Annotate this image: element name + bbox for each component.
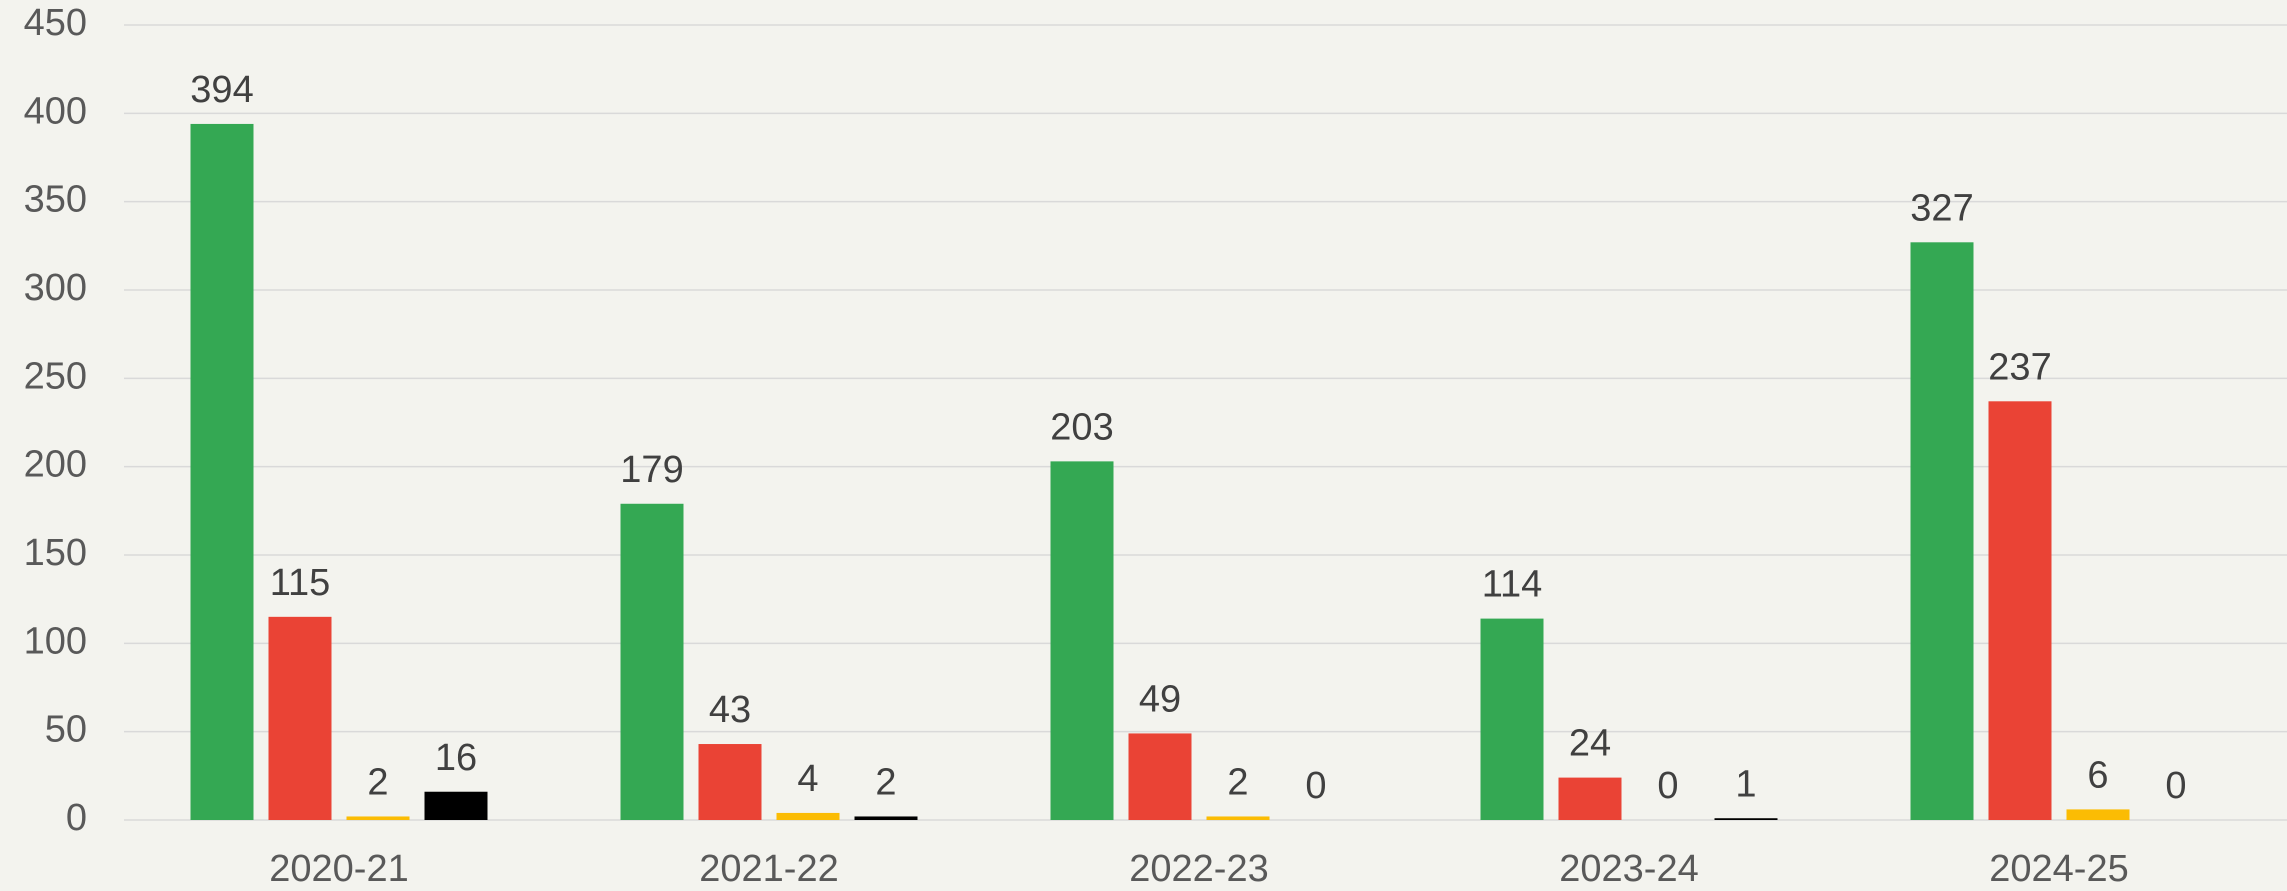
data-label: 2 <box>1227 761 1248 803</box>
bar <box>1051 461 1114 820</box>
data-label: 49 <box>1139 678 1181 720</box>
bar <box>1911 242 1974 820</box>
x-tick-label: 2023-24 <box>1559 848 1698 890</box>
data-label: 179 <box>620 449 683 491</box>
data-label: 2 <box>367 761 388 803</box>
bar <box>1129 733 1192 820</box>
bar <box>1559 778 1622 820</box>
data-label: 1 <box>1735 763 1756 805</box>
y-tick-label: 300 <box>24 267 87 309</box>
data-label: 0 <box>1305 765 1326 807</box>
data-label: 16 <box>435 737 477 779</box>
bar <box>699 744 762 820</box>
bar <box>269 617 332 820</box>
data-label: 43 <box>709 689 751 731</box>
y-tick-label: 200 <box>24 444 87 486</box>
x-tick-label: 2021-22 <box>699 848 838 890</box>
chart: 0501001502002503003504004502020-21394115… <box>0 0 2287 891</box>
data-label: 2 <box>875 761 896 803</box>
bar <box>2067 809 2130 820</box>
data-label: 4 <box>797 758 818 800</box>
y-tick-label: 400 <box>24 90 87 132</box>
data-label: 114 <box>1482 564 1543 606</box>
bar <box>777 813 840 820</box>
y-tick-label: 100 <box>24 620 87 662</box>
y-tick-label: 350 <box>24 179 87 221</box>
y-tick-label: 0 <box>66 797 87 839</box>
bar <box>425 792 488 820</box>
x-tick-label: 2024-25 <box>1989 848 2128 890</box>
data-label: 203 <box>1050 406 1113 448</box>
data-label: 115 <box>270 562 331 604</box>
y-tick-label: 150 <box>24 532 87 574</box>
x-tick-label: 2020-21 <box>269 848 408 890</box>
y-tick-label: 450 <box>24 2 87 44</box>
bar <box>621 504 684 820</box>
data-label: 237 <box>1988 346 2051 388</box>
data-label: 394 <box>190 69 253 111</box>
data-label: 0 <box>2165 765 2186 807</box>
y-tick-label: 50 <box>45 709 87 751</box>
bar <box>1207 816 1270 820</box>
bar <box>1989 401 2052 820</box>
bar <box>347 816 410 820</box>
bar <box>855 816 918 820</box>
data-label: 327 <box>1910 187 1973 229</box>
bar <box>1481 619 1544 820</box>
data-label: 6 <box>2087 754 2108 796</box>
bar <box>191 124 254 820</box>
data-label: 0 <box>1657 765 1678 807</box>
y-tick-label: 250 <box>24 355 87 397</box>
bar <box>1715 818 1778 820</box>
data-label: 24 <box>1569 723 1611 765</box>
x-tick-label: 2022-23 <box>1129 848 1268 890</box>
